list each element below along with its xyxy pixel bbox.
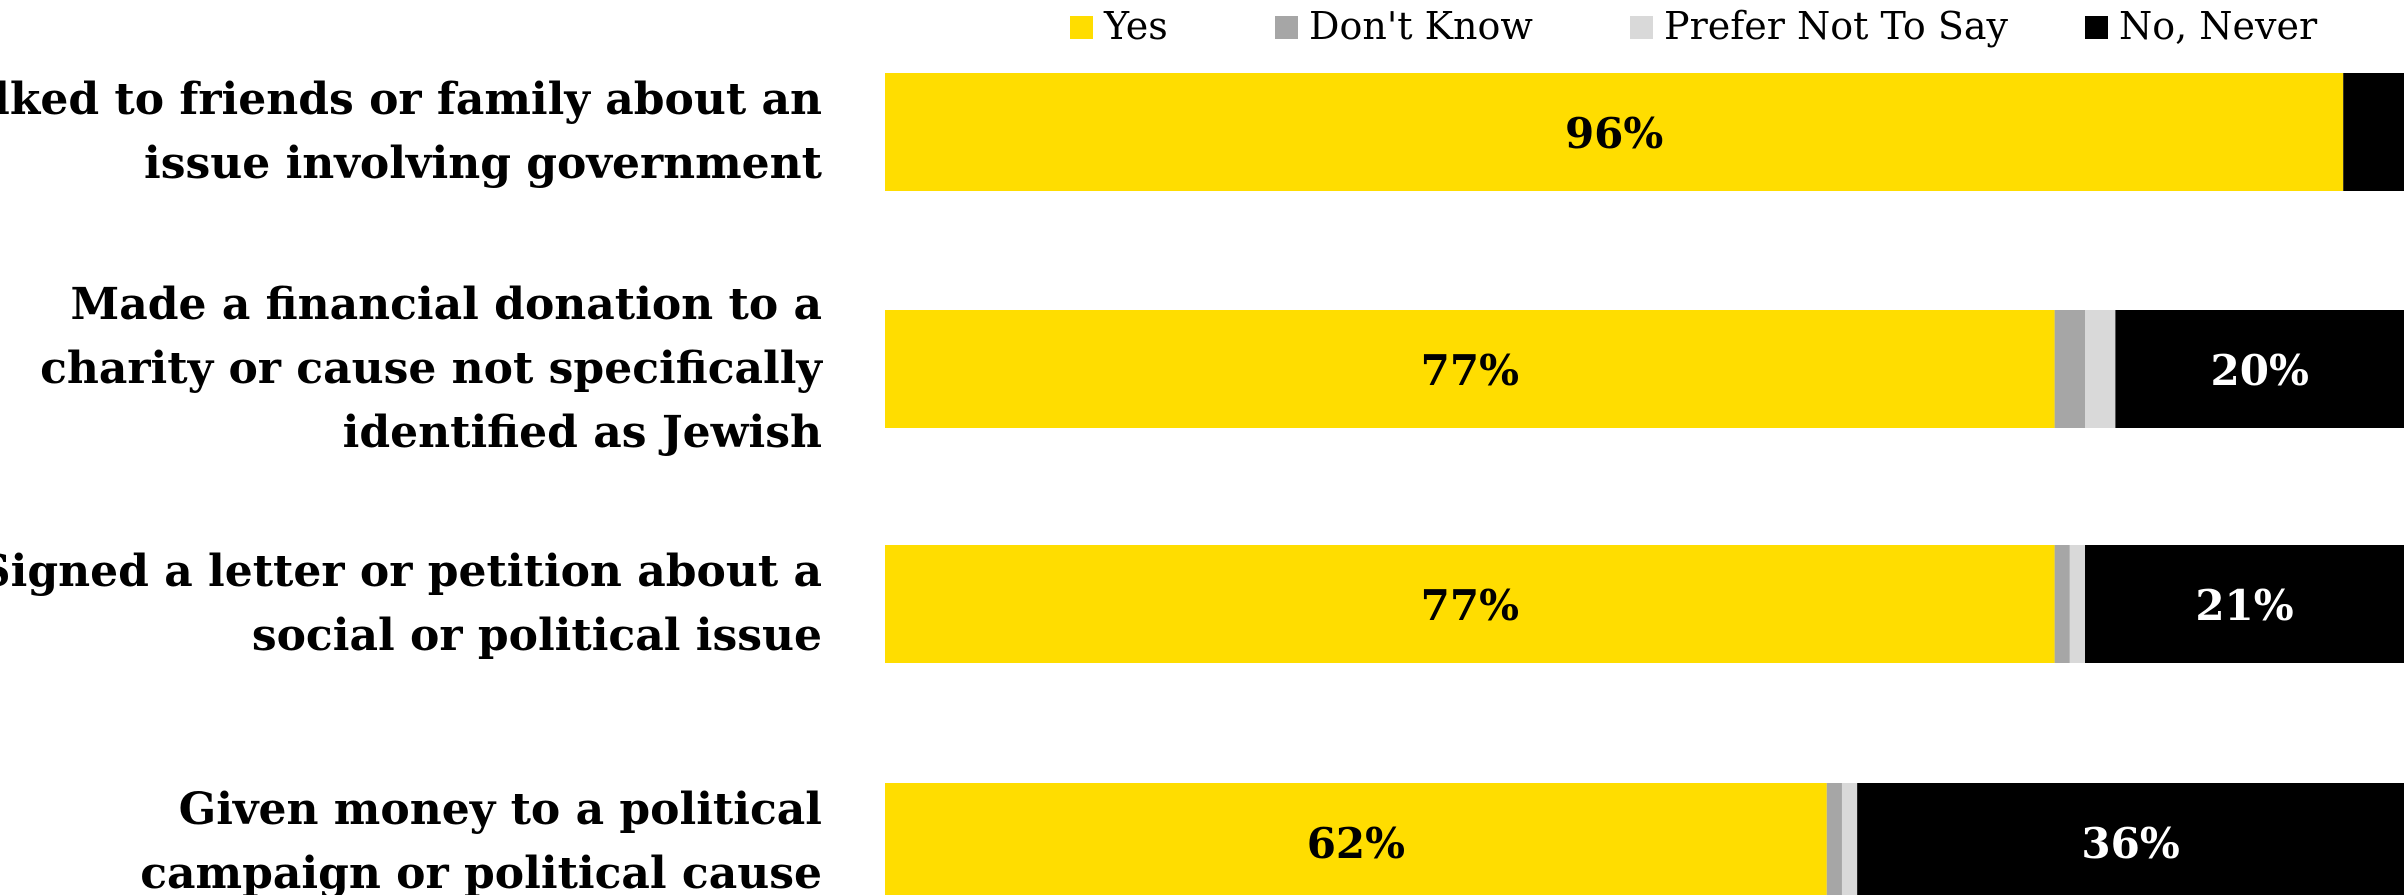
category-label: Talked to friends or family about an issu…: [0, 74, 823, 189]
category-labels: Talked to friends or family about an issu…: [0, 74, 823, 895]
category-label-line: Made a financial donation to a: [71, 279, 822, 330]
data-label-yes: 77%: [1421, 581, 1519, 630]
legend: Yes Don't Know Prefer Not To Say No, Never: [1070, 4, 2318, 48]
category-label: Made a financial donation to a charity or…: [40, 279, 823, 458]
bar-prefer-not-to-say: [2069, 545, 2086, 663]
category-label: Signed a letter or petition about a socia…: [0, 546, 822, 661]
bar-don-t-know: [2054, 545, 2070, 663]
legend-label-yes: Yes: [1103, 4, 1168, 48]
bar-prefer-not-to-say: [2085, 310, 2116, 428]
data-label-yes: 62%: [1307, 819, 1405, 868]
bar-yes: [885, 545, 2055, 663]
legend-swatch-yes: [1070, 16, 1093, 39]
bar-yes: [885, 310, 2055, 428]
category-label-line: charity or cause not specifically: [40, 343, 823, 394]
legend-swatch-don-t-know: [1275, 16, 1298, 39]
legend-swatch-prefer-not-to-say: [1630, 16, 1653, 39]
data-label-yes: 96%: [1565, 109, 1663, 158]
legend-swatch-no-never: [2085, 16, 2108, 39]
bar-labels: 96% 77% 20% 77% 21% 62% 36%: [1307, 109, 2309, 868]
data-label-yes: 77%: [1421, 346, 1519, 395]
bar-yes: [885, 73, 2344, 191]
legend-label-prefer-not-to-say: Prefer Not To Say: [1664, 4, 2009, 48]
bar-prefer-not-to-say: [1841, 783, 1858, 895]
category-label-line: Signed a letter or petition about a: [0, 546, 822, 597]
legend-label-don-t-know: Don't Know: [1309, 4, 1533, 48]
bar-don-t-know: [1826, 783, 1842, 895]
data-label-no-never: 36%: [2081, 819, 2179, 868]
bar-no-never: [2343, 73, 2404, 191]
category-label-line: identified as Jewish: [343, 407, 822, 458]
bar-no-never: [2085, 545, 2404, 663]
bar-no-never: [1857, 783, 2404, 895]
bar-yes: [885, 783, 1827, 895]
category-label-line: issue involving government: [144, 138, 823, 189]
category-label-line: social or political issue: [252, 610, 822, 661]
data-label-no-never: 20%: [2211, 346, 2309, 395]
category-label-line: Talked to friends or family about an: [0, 74, 822, 125]
bars: [885, 73, 2404, 895]
category-label: Given money to a political campaign or po…: [140, 784, 822, 895]
legend-label-no-never: No, Never: [2119, 4, 2318, 48]
bar-don-t-know: [2054, 310, 2086, 428]
category-label-line: Given money to a political: [179, 784, 822, 835]
bar-no-never: [2115, 310, 2404, 428]
data-label-no-never: 21%: [2195, 581, 2293, 630]
category-label-line: campaign or political cause: [140, 848, 822, 895]
